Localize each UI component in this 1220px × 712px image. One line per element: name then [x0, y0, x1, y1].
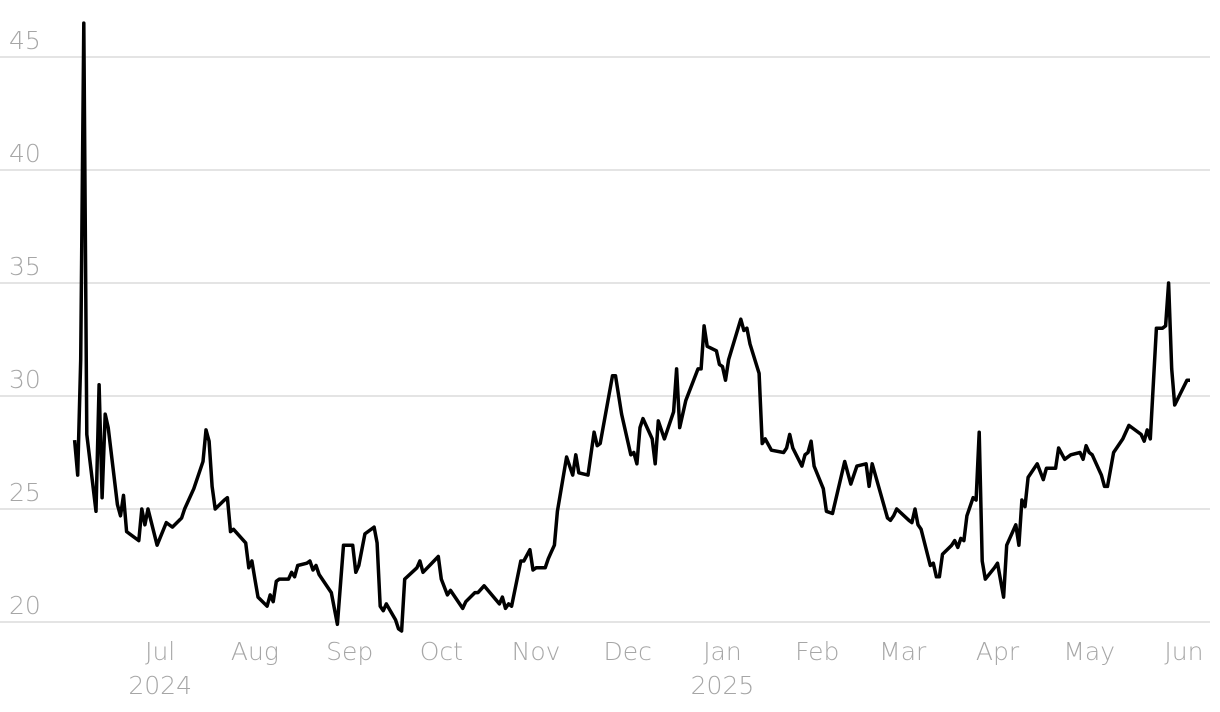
x-tick-label: Nov — [512, 637, 561, 666]
x-tick-label: Jul — [145, 637, 175, 666]
data-line — [72, 21, 1190, 633]
y-tick-label: 30 — [9, 365, 41, 394]
x-tick-label: Jun — [1164, 637, 1203, 666]
x-tick-label: May — [1063, 637, 1115, 666]
y-tick-label: 35 — [9, 252, 41, 281]
x-tick-label: Oct — [420, 637, 463, 666]
x-year-label: 2025 — [691, 671, 755, 700]
x-tick-label: Aug — [231, 637, 279, 666]
x-tick-label: Dec — [604, 637, 652, 666]
x-tick-label: Mar — [879, 637, 927, 666]
x-tick-label: Feb — [795, 637, 839, 666]
x-tick-label: Apr — [976, 637, 1020, 666]
x-tick-label: Sep — [326, 637, 373, 666]
y-tick-label: 20 — [9, 591, 41, 620]
y-tick-label: 40 — [9, 139, 41, 168]
x-year-label: 2024 — [128, 671, 192, 700]
y-tick-label: 25 — [9, 478, 41, 507]
y-tick-label: 45 — [9, 26, 41, 55]
x-tick-label: Jan — [703, 637, 742, 666]
